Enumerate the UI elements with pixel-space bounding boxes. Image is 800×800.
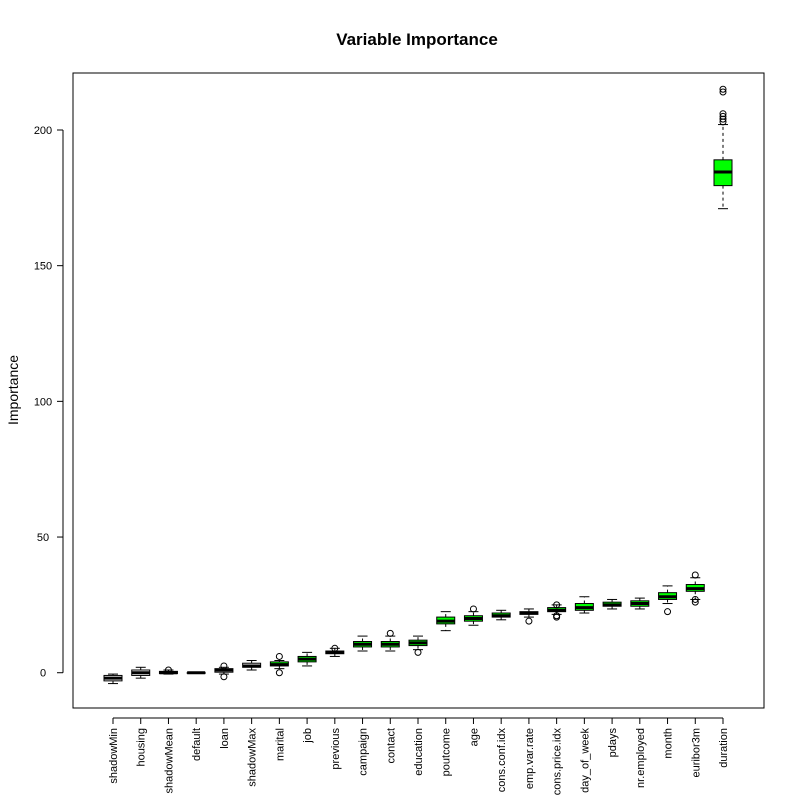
- outlier-point: [691, 595, 699, 603]
- x-tick-label: shadowMax: [247, 728, 259, 787]
- box-shadowMax: [242, 660, 262, 671]
- box-cons.price.idx: [547, 601, 567, 621]
- outlier-point: [719, 85, 727, 93]
- x-tick-label: previous: [330, 728, 342, 770]
- x-tick-label: cons.conf.idx: [496, 728, 508, 793]
- x-tick-label: pdays: [607, 728, 619, 758]
- y-tick-label: 50: [37, 532, 49, 544]
- box-duration: [713, 85, 733, 210]
- x-tick-label: shadowMean: [163, 728, 175, 793]
- box-education: [408, 635, 428, 656]
- box-loan: [214, 662, 234, 681]
- outlier-point: [414, 648, 422, 656]
- outlier-point: [719, 115, 727, 123]
- box-euribor3m: [685, 571, 705, 606]
- outlier-point: [275, 652, 283, 660]
- outlier-point: [719, 118, 727, 126]
- box-shadowMean: [158, 666, 178, 675]
- x-tick-label: campaign: [358, 728, 370, 776]
- x-tick-label: loan: [219, 728, 231, 749]
- box-campaign: [353, 635, 373, 652]
- box-previous: [325, 644, 345, 657]
- x-tick-label: duration: [718, 728, 730, 768]
- x-tick-label: poutcome: [441, 728, 453, 776]
- outlier-point: [220, 673, 228, 681]
- x-tick-label: contact: [385, 728, 397, 763]
- outlier-point: [664, 608, 672, 616]
- outlier-point: [469, 605, 477, 613]
- box-housing: [131, 666, 151, 679]
- x-tick-label: emp.var.rate: [524, 728, 536, 789]
- x-tick-label: age: [468, 728, 480, 746]
- outlier-point: [553, 612, 561, 620]
- y-tick-label: 150: [34, 261, 52, 273]
- x-tick-label: nr.employed: [635, 728, 647, 788]
- box-poutcome: [436, 611, 456, 632]
- x-tick-label: education: [413, 728, 425, 776]
- x-tick-label: housing: [136, 728, 148, 767]
- outlier-point: [719, 112, 727, 120]
- box-shadowMin: [103, 673, 123, 685]
- x-tick-label: shadowMin: [108, 728, 120, 784]
- outlier-point: [331, 644, 339, 652]
- outlier-point: [220, 662, 228, 670]
- y-tick-label: 100: [34, 396, 52, 408]
- x-tick-label: month: [663, 728, 675, 759]
- y-axis-label: Importance: [5, 355, 21, 425]
- x-tick-label: euribor3m: [690, 728, 702, 778]
- box-emp.var.rate: [519, 608, 539, 625]
- box-nr.employed: [630, 597, 650, 610]
- box-day_of_week: [574, 596, 594, 614]
- x-tick-label: cons.price.idx: [552, 728, 564, 796]
- chart-title: Variable Importance: [336, 30, 498, 49]
- box-job: [297, 651, 317, 667]
- outlier-point: [553, 601, 561, 609]
- x-tick-label: job: [302, 728, 314, 744]
- box-contact: [380, 629, 400, 652]
- outlier-point: [386, 629, 394, 637]
- outlier-point: [719, 110, 727, 118]
- box-age: [463, 605, 483, 626]
- x-tick-label: marital: [274, 728, 286, 761]
- outlier-point: [525, 617, 533, 625]
- y-tick-label: 0: [40, 668, 46, 680]
- box-pdays: [602, 598, 622, 610]
- outlier-point: [691, 598, 699, 606]
- box-cons.conf.idx: [491, 609, 511, 621]
- box-marital: [269, 652, 289, 677]
- x-tick-label: default: [191, 728, 203, 761]
- box-month: [658, 585, 678, 616]
- plot-frame: [72, 72, 765, 709]
- y-tick-label: 200: [34, 125, 52, 137]
- outlier-point: [275, 669, 283, 677]
- x-tick-label: day_of_week: [579, 728, 591, 793]
- outlier-point: [719, 88, 727, 96]
- outlier-point: [164, 666, 172, 674]
- boxplot-series: [103, 85, 733, 685]
- outlier-point: [691, 571, 699, 579]
- y-axis: 0 50 100 150 200: [34, 125, 64, 680]
- x-axis: shadowMin housing shadowMean default loan sha…: [108, 717, 730, 796]
- box-default: [186, 671, 206, 675]
